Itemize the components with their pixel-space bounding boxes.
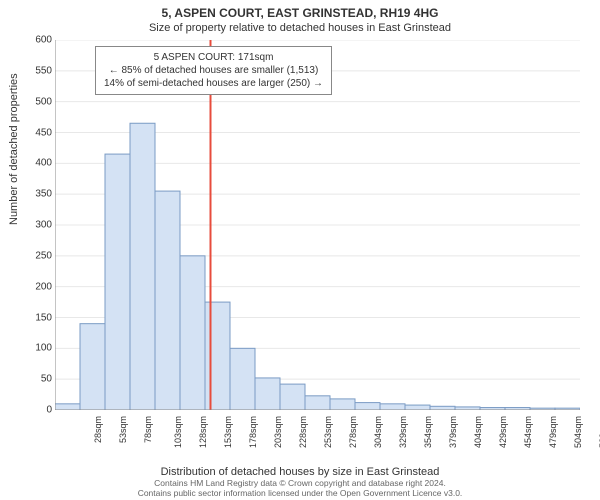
histogram-bar [230, 348, 255, 410]
y-tick-label: 250 [22, 250, 52, 261]
x-tick-label: 278sqm [348, 416, 358, 448]
annotation-line3: 14% of semi-detached houses are larger (… [104, 77, 323, 90]
y-tick-label: 400 [22, 158, 52, 169]
x-tick-label: 354sqm [423, 416, 433, 448]
footer-line1: Contains HM Land Registry data © Crown c… [0, 478, 600, 488]
annotation-line2: ← 85% of detached houses are smaller (1,… [104, 64, 323, 77]
y-tick-label: 600 [22, 35, 52, 46]
y-tick-label: 0 [22, 405, 52, 416]
title-main: 5, ASPEN COURT, EAST GRINSTEAD, RH19 4HG [0, 0, 600, 20]
histogram-bar [430, 406, 455, 410]
y-tick-label: 450 [22, 127, 52, 138]
annotation-line1: 5 ASPEN COURT: 171sqm [104, 51, 323, 64]
x-tick-label: 228sqm [298, 416, 308, 448]
x-tick-label: 504sqm [573, 416, 583, 448]
y-tick-label: 200 [22, 281, 52, 292]
annotation-box: 5 ASPEN COURT: 171sqm← 85% of detached h… [95, 46, 332, 95]
footer-attribution: Contains HM Land Registry data © Crown c… [0, 478, 600, 498]
histogram-bar [280, 384, 305, 410]
histogram-bar [305, 396, 330, 410]
x-tick-label: 28sqm [93, 416, 103, 443]
y-tick-label: 150 [22, 312, 52, 323]
y-axis-label: Number of detached properties [8, 73, 20, 225]
title-sub: Size of property relative to detached ho… [0, 20, 600, 34]
x-tick-label: 153sqm [223, 416, 233, 448]
x-tick-label: 103sqm [173, 416, 183, 448]
x-tick-label: 53sqm [118, 416, 128, 443]
histogram-bar [330, 399, 355, 410]
y-tick-label: 350 [22, 189, 52, 200]
y-tick-label: 300 [22, 220, 52, 231]
histogram-bar [355, 403, 380, 410]
histogram-bar [255, 378, 280, 410]
x-axis-label: Distribution of detached houses by size … [0, 466, 600, 478]
x-tick-label: 203sqm [273, 416, 283, 448]
chart-svg [55, 40, 580, 410]
histogram-bar [180, 256, 205, 410]
histogram-bar [105, 154, 130, 410]
histogram-bar [405, 405, 430, 410]
x-tick-label: 78sqm [143, 416, 153, 443]
x-tick-label: 429sqm [498, 416, 508, 448]
x-tick-label: 454sqm [523, 416, 533, 448]
x-tick-label: 304sqm [373, 416, 383, 448]
histogram-bar [155, 191, 180, 410]
x-tick-label: 404sqm [473, 416, 483, 448]
x-tick-label: 178sqm [248, 416, 258, 448]
x-tick-label: 253sqm [323, 416, 333, 448]
x-tick-label: 479sqm [548, 416, 558, 448]
histogram-bar [55, 404, 80, 410]
y-tick-label: 500 [22, 96, 52, 107]
y-tick-label: 50 [22, 374, 52, 385]
x-tick-label: 329sqm [398, 416, 408, 448]
chart-plot-area [55, 40, 580, 410]
x-tick-label: 128sqm [198, 416, 208, 448]
x-tick-label: 379sqm [448, 416, 458, 448]
y-tick-label: 550 [22, 65, 52, 76]
histogram-bar [380, 404, 405, 410]
histogram-bar [80, 324, 105, 410]
histogram-bar [130, 123, 155, 410]
histogram-bar [205, 302, 230, 410]
y-tick-label: 100 [22, 343, 52, 354]
footer-line2: Contains public sector information licen… [0, 488, 600, 498]
